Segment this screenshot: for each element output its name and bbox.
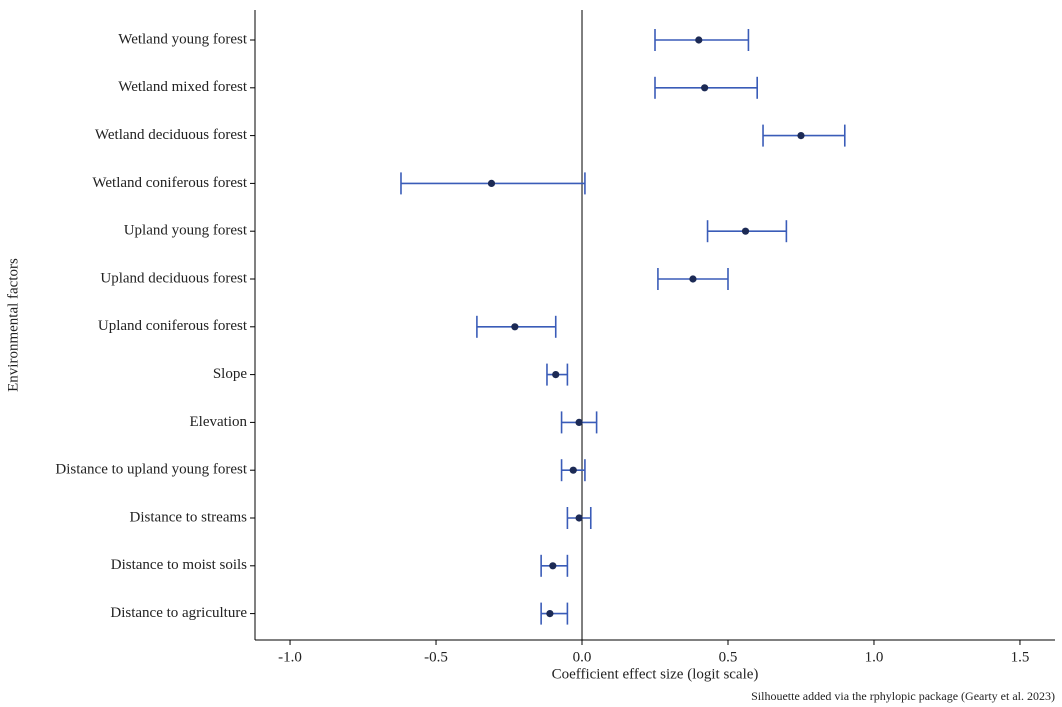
point — [695, 36, 702, 43]
x-tick-label: 0.5 — [719, 649, 738, 665]
point — [575, 419, 582, 426]
y-tick-label: Wetland deciduous forest — [95, 127, 248, 143]
y-axis-title: Environmental factors — [5, 258, 21, 392]
point — [701, 84, 708, 91]
x-tick-label: 0.0 — [573, 649, 592, 665]
chart: Coefficient effect size (logit scale) En… — [0, 0, 1062, 707]
y-tick-label: Upland deciduous forest — [100, 270, 247, 286]
point — [575, 514, 582, 521]
point — [549, 562, 556, 569]
point — [570, 467, 577, 474]
y-tick-label: Distance to agriculture — [110, 605, 247, 621]
x-axis-title: Coefficient effect size (logit scale) — [552, 666, 759, 682]
caption: Silhouette added via the rphylopic packa… — [751, 689, 1055, 703]
point — [546, 610, 553, 617]
point — [689, 275, 696, 282]
y-tick-label: Wetland coniferous forest — [92, 175, 247, 191]
point — [511, 323, 518, 330]
point — [552, 371, 559, 378]
y-tick-label: Distance to streams — [130, 509, 248, 525]
point — [488, 180, 495, 187]
y-tick-label: Distance to upland young forest — [55, 462, 247, 478]
y-tick-label: Wetland mixed forest — [118, 79, 248, 95]
point — [742, 228, 749, 235]
y-tick-label: Wetland young forest — [118, 31, 248, 47]
y-tick-label: Slope — [213, 366, 248, 382]
y-tick-label: Upland coniferous forest — [98, 318, 248, 334]
x-tick-label: 1.5 — [1011, 649, 1030, 665]
y-tick-label: Elevation — [190, 414, 248, 430]
y-tick-label: Distance to moist soils — [111, 557, 247, 573]
x-tick-label: -0.5 — [424, 649, 448, 665]
y-tick-label: Upland young forest — [124, 223, 248, 239]
x-tick-label: -1.0 — [278, 649, 302, 665]
x-tick-label: 1.0 — [865, 649, 884, 665]
point — [797, 132, 804, 139]
